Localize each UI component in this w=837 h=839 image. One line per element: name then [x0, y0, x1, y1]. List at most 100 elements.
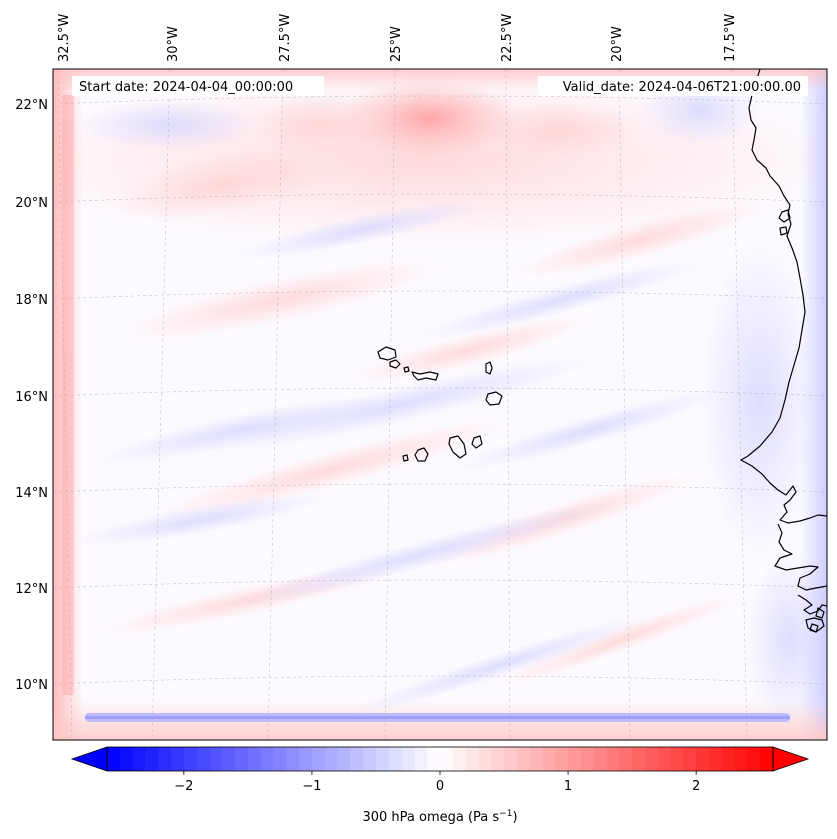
colorbar-cell [747, 747, 761, 771]
colorbar-cell [388, 747, 403, 771]
colorbar-cell [593, 747, 607, 771]
colorbar-label-exp: −1 [499, 809, 512, 819]
lon-label-30w: 30°W [166, 26, 181, 62]
colorbar-cell [491, 747, 505, 771]
colorbar-extend-high [772, 746, 810, 772]
colorbar-tick-label: 0 [436, 779, 444, 794]
meridian-25w [384, 69, 396, 740]
colorbar-cell [119, 747, 134, 771]
colorbar-cell [452, 747, 467, 771]
valid-date-box [538, 76, 808, 96]
colorbar-cell [247, 747, 262, 771]
colorbar-cell [644, 747, 659, 771]
fogo-island [414, 447, 429, 462]
colorbar-cell [273, 747, 287, 771]
colorbar-cell [183, 747, 198, 771]
colorbar-cell [350, 747, 364, 771]
colorbar-cell [708, 747, 723, 771]
colorbar-cell [235, 747, 249, 771]
colorbar-cell [427, 747, 441, 771]
lat-label-12n: 12°N [15, 582, 48, 597]
colorbar-cell [683, 747, 697, 771]
bijagos-island-2 [809, 623, 819, 633]
lat-label-10n: 10°N [15, 678, 48, 693]
meridian-30w [151, 69, 171, 740]
colorbar-label-prefix: 300 hPa omega (Pa s [362, 810, 499, 825]
parallel-22n [53, 95, 827, 105]
map-frame [52, 68, 828, 741]
parallel-12n [53, 579, 827, 589]
sal-island [485, 361, 493, 375]
lat-label-16n: 16°N [15, 390, 48, 405]
brava-island [402, 454, 409, 462]
lon-label-20w: 20°W [610, 26, 625, 62]
start-date-label: Start date: 2024-04-04_00:00:00 [79, 80, 293, 95]
colorbar-cell [158, 747, 172, 771]
colorbar-cell [196, 747, 210, 771]
colorbar-tick-label: 2 [692, 779, 700, 794]
gridlines [53, 69, 827, 740]
sao-vicente-island [389, 359, 401, 369]
colorbar-cell [478, 747, 492, 771]
colorbar-label: 300 hPa omega (Pa s−1) [362, 809, 517, 825]
santa-luzia-islet [403, 366, 410, 373]
colorbar-extend-low [70, 746, 108, 772]
african-coastline [740, 69, 827, 633]
colorbar-cell [171, 747, 185, 771]
maio-island [471, 435, 483, 449]
parallel-20n [53, 193, 827, 203]
colorbar-cell [107, 747, 121, 771]
valid-date-label: Valid_date: 2024-04-06T21:00:00.00 [563, 80, 801, 95]
meridian-17-5w [731, 69, 748, 740]
colorbar-cell [260, 747, 274, 771]
parallel-16n [53, 387, 827, 397]
colorbar-label-suffix: ) [512, 810, 517, 825]
santo-antao-island [377, 346, 397, 361]
lon-label-27-5w: 27.5°W [278, 14, 293, 62]
santiago-island [448, 435, 467, 459]
longitude-labels: 32.5°W 30°W 27.5°W 25°W 22.5°W 20°W 17.5… [57, 14, 738, 62]
coastlines [377, 69, 827, 633]
colorbar-cell [516, 747, 531, 771]
parallel-14n [53, 483, 827, 493]
colorbar-tick-label: 1 [564, 779, 572, 794]
colorbar-cell [529, 747, 543, 771]
lon-label-22-5w: 22.5°W [500, 14, 515, 62]
lon-label-17-5w: 17.5°W [723, 14, 738, 62]
colorbar-cell [696, 747, 710, 771]
colorbar-cell [580, 747, 595, 771]
colorbar-cell [363, 747, 377, 771]
colorbar-cell [657, 747, 672, 771]
lat-label-18n: 18°N [15, 293, 48, 308]
map-area [53, 69, 827, 740]
colorbar-cell [542, 747, 556, 771]
colorbar-cell [568, 747, 582, 771]
start-date-box [72, 76, 324, 96]
colorbar: −2 −1 0 1 2 300 hPa omega (Pa s−1) [70, 746, 810, 825]
colorbar-cell [465, 747, 479, 771]
colorbar-cell [721, 747, 736, 771]
colorbar-cell [760, 747, 774, 771]
colorbar-cell [414, 747, 428, 771]
annotation-boxes: Start date: 2024-04-04_00:00:00 Valid_da… [72, 76, 808, 96]
colorbar-cell [555, 747, 569, 771]
colorbar-cell [324, 747, 339, 771]
colorbar-cell [504, 747, 518, 771]
colorbar-cell [375, 747, 390, 771]
lon-label-25w: 25°W [389, 26, 404, 62]
lon-label-32-5w: 32.5°W [57, 14, 72, 62]
colorbar-cell [132, 747, 146, 771]
colorbar-cells [107, 747, 774, 771]
coastal-islet-2 [779, 226, 788, 236]
bijagos-island [815, 607, 825, 619]
lat-label-22n: 22°N [15, 98, 48, 113]
colorbar-cell [145, 747, 159, 771]
colorbar-cell [222, 747, 236, 771]
colorbar-cell [632, 747, 646, 771]
lat-label-14n: 14°N [15, 486, 48, 501]
coastal-islet [778, 209, 791, 223]
colorbar-cell [401, 747, 415, 771]
colorbar-cell [337, 747, 351, 771]
colorbar-cell [209, 747, 223, 771]
